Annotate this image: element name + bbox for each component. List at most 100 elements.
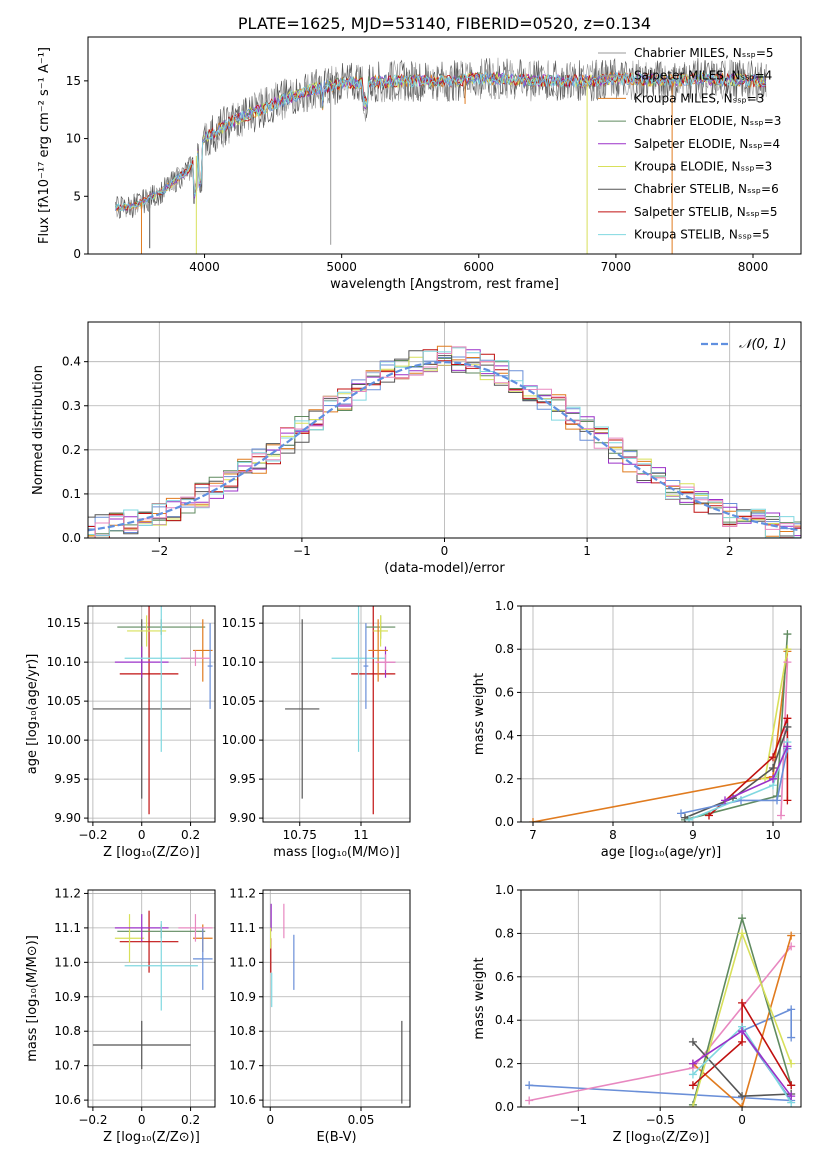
chart-age_vs_mass: 10.75 11 9.90 9.95 10.00 10.05 10.10 10.15 mass … xyxy=(222,605,411,860)
x-tick-label: 7000 xyxy=(601,260,632,274)
y-tick-label: 10.05 xyxy=(222,694,256,708)
series-marker xyxy=(787,1059,796,1068)
series-marker xyxy=(787,1033,796,1042)
series-marker xyxy=(529,818,537,822)
x-axis-label: Z [log₁₀(Z/Z⊙)] xyxy=(103,1130,200,1145)
y-tick-label: 11.0 xyxy=(229,955,256,969)
y-tick-label: 0.0 xyxy=(62,531,81,545)
series-marker xyxy=(787,1081,796,1090)
series-marker xyxy=(688,1037,697,1046)
series-marker xyxy=(525,1081,534,1090)
series-marker xyxy=(738,929,747,938)
series-line xyxy=(692,999,792,1086)
y-tick-label: 0.4 xyxy=(62,355,81,369)
x-tick-label: 0.2 xyxy=(181,828,200,842)
series-marker xyxy=(777,811,785,820)
series-marker xyxy=(783,796,792,805)
series-marker xyxy=(783,630,792,639)
axes-frame xyxy=(520,889,802,1108)
y-tick-label: 10.8 xyxy=(54,1024,81,1038)
chart-mass_weight_vs_Z: −1 −0.5 0 0.0 0.2 0.4 0.6 0.8 1.0 Z [log₁₀(Z/Z⊙)]… xyxy=(472,883,802,1145)
series-marker xyxy=(705,811,713,820)
y-axis-label: mass weight xyxy=(472,673,487,755)
histogram-salpeter_stelib xyxy=(88,349,801,538)
axes-frame xyxy=(520,605,802,823)
x-tick-label: −0.5 xyxy=(646,1113,675,1127)
series-marker xyxy=(721,796,729,805)
x-tick-label: 0 xyxy=(738,1113,746,1127)
x-tick-label: 8 xyxy=(609,828,617,842)
x-tick-label: 1 xyxy=(583,544,591,558)
y-tick-label: 11.2 xyxy=(54,886,81,900)
series-marker xyxy=(688,1059,697,1068)
axes-frame xyxy=(87,605,216,823)
x-tick-label: 0 xyxy=(138,828,146,842)
x-tick-label: 0.2 xyxy=(181,1113,200,1127)
x-axis-label: age [log₁₀(age/yr)] xyxy=(601,845,722,860)
series-marker xyxy=(688,1081,697,1090)
y-tick-label: 0 xyxy=(73,247,81,261)
series-line xyxy=(764,649,789,779)
y-tick-label: 0.8 xyxy=(495,926,514,940)
y-tick-label: 10.9 xyxy=(54,990,81,1004)
y-tick-label: 10.7 xyxy=(54,1059,81,1073)
axes-frame xyxy=(87,321,802,539)
legend: Chabrier MILES, Nₛₛₚ=5 Salpeter MILES, Nₛ… xyxy=(598,46,781,242)
x-tick-label: 0.05 xyxy=(348,1113,375,1127)
y-tick-label: 0.4 xyxy=(495,1013,514,1027)
series-marker xyxy=(769,764,777,772)
x-axis-label: Z [log₁₀(Z/Z⊙)] xyxy=(103,845,200,860)
y-tick-label: 0.3 xyxy=(62,399,81,413)
x-tick-label: 9 xyxy=(689,828,697,842)
series-line xyxy=(780,662,789,816)
axes-frame xyxy=(87,889,216,1108)
series-marker xyxy=(685,815,693,822)
series-marker xyxy=(769,753,777,762)
legend-entry: Chabrier ELODIE, Nₛₛₚ=3 xyxy=(634,114,781,128)
y-tick-label: 0.0 xyxy=(495,1100,514,1114)
y-tick-label: 11.2 xyxy=(229,886,256,900)
chart-mass_vs_ebv: 0 0.05 10.6 10.7 10.8 10.9 11.0 11.1 11.2 E(B-V) xyxy=(229,886,411,1145)
y-tick-label: 10.6 xyxy=(54,1093,81,1107)
series-line xyxy=(680,748,789,815)
spectrum-line-kroupa_stelib xyxy=(115,71,766,212)
y-axis-label: age [log₁₀(age/yr)] xyxy=(25,654,40,775)
x-tick-label: −0.2 xyxy=(78,828,107,842)
plot-area xyxy=(92,606,213,815)
y-tick-label: 0.6 xyxy=(495,970,514,984)
chart-age_vs_Z: −0.2 0 0.2 9.90 9.95 10.00 10.05 10.10 10.15 Z [l… xyxy=(25,605,216,860)
series-marker xyxy=(688,1103,697,1107)
y-tick-label: 0.2 xyxy=(495,772,514,786)
x-tick-label: 0 xyxy=(441,544,449,558)
plot-area xyxy=(88,345,801,538)
y-tick-label: 10.00 xyxy=(222,733,256,747)
legend-entry: Salpeter ELODIE, Nₛₛₚ=4 xyxy=(634,137,780,151)
x-tick-label: −1 xyxy=(293,544,311,558)
legend-entry: Chabrier STELIB, Nₛₛₚ=6 xyxy=(634,182,779,196)
series-line xyxy=(684,634,789,821)
series-marker xyxy=(738,1103,747,1107)
histogram-pink xyxy=(88,346,801,538)
series-marker xyxy=(773,796,781,805)
x-axis-label: Z [log₁₀(Z/Z⊙)] xyxy=(613,1130,710,1145)
legend: 𝒩(0, 1) xyxy=(701,337,786,352)
legend-entry: Kroupa MILES, Nₛₛₚ=3 xyxy=(634,91,764,105)
y-tick-label: 11.1 xyxy=(229,921,256,935)
series-marker xyxy=(783,645,792,654)
y-tick-label: 0.2 xyxy=(62,443,81,457)
chart-mass_weight_vs_age: 7 8 9 10 0.0 0.2 0.4 0.6 0.8 1.0 age [log₁₀(age/yr… xyxy=(472,599,802,860)
y-tick-label: 11.0 xyxy=(54,955,81,969)
chart-spectrum: 4000 5000 6000 7000 8000 0 5 10 15 wavelength [An… xyxy=(37,36,802,292)
x-tick-label: 2 xyxy=(726,544,734,558)
x-tick-label: 11 xyxy=(353,828,368,842)
y-tick-label: 9.90 xyxy=(229,811,256,825)
series-line xyxy=(708,718,789,817)
legend-entry: Kroupa ELODIE, Nₛₛₚ=3 xyxy=(634,160,772,174)
y-tick-label: 10.10 xyxy=(222,655,256,669)
series-marker xyxy=(787,931,796,940)
x-tick-label: 10.75 xyxy=(283,828,317,842)
x-tick-label: −0.2 xyxy=(78,1113,107,1127)
plot-area xyxy=(92,910,213,1070)
plot-area xyxy=(285,606,396,815)
y-tick-label: 10.05 xyxy=(47,694,81,708)
